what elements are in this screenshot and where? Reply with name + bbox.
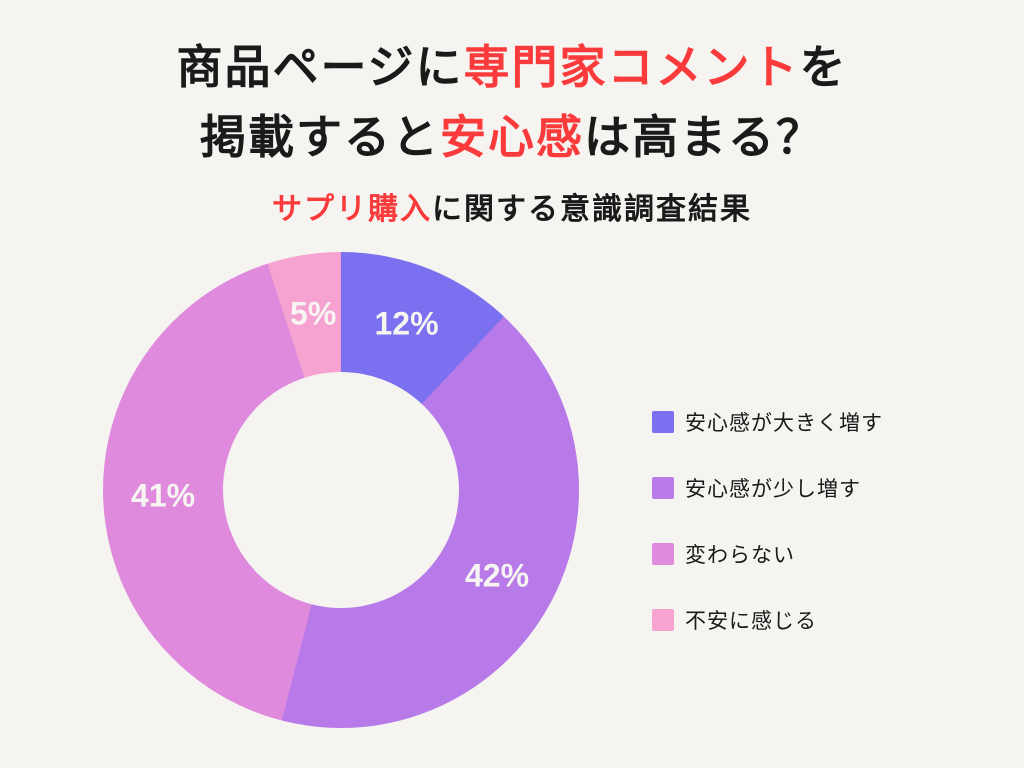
title-text-segment: に関する意識調査結果 [432, 193, 752, 226]
legend-label: 安心感が少し増す [685, 478, 861, 501]
donut-chart: 12% 42% 41% 5% [103, 252, 579, 728]
legend-swatch [652, 411, 674, 433]
title-text-segment: サプリ購入 [272, 193, 432, 226]
legend-label: 安心感が大きく増す [685, 412, 883, 435]
title-line-1: 商品ページに専門家コメントを [0, 32, 1024, 102]
legend-item: 安心感が大きく増す [652, 407, 883, 437]
legend-label: 変わらない [685, 544, 795, 567]
title-text-segment: 専門家コメント [463, 41, 800, 93]
title-text-segment: 掲載すると [200, 111, 440, 163]
legend-swatch [652, 477, 674, 499]
title-text-segment: を [799, 41, 848, 93]
page-subtitle: サプリ購入に関する意識調査結果 [0, 184, 1024, 228]
title-text-segment: 商品ページに [176, 41, 464, 93]
title-text-segment: 安心感 [440, 111, 584, 163]
legend-swatch [652, 609, 674, 631]
legend-swatch [652, 543, 674, 565]
title-text-segment: は高まる？ [584, 111, 824, 163]
slice-value-label: 41% [131, 477, 196, 514]
slice-value-label: 42% [464, 557, 530, 594]
chart-legend: 安心感が大きく増す 安心感が少し増す 変わらない不安に感じる [652, 407, 883, 635]
legend-label: 不安に感じる [685, 610, 817, 633]
title-line-2: 掲載すると安心感は高まる？ [0, 102, 1024, 172]
page-title: 商品ページに専門家コメントを 掲載すると安心感は高まる？ [0, 32, 1024, 172]
title-block: 商品ページに専門家コメントを 掲載すると安心感は高まる？ サプリ購入に関する意識… [0, 32, 1024, 228]
donut-hole [223, 372, 459, 608]
legend-item: 不安に感じる [652, 605, 883, 635]
slice-value-label: 5% [290, 295, 337, 332]
slice-value-label: 12% [374, 305, 439, 342]
legend-item: 安心感が少し増す [652, 473, 883, 503]
legend-item: 変わらない [652, 539, 883, 569]
